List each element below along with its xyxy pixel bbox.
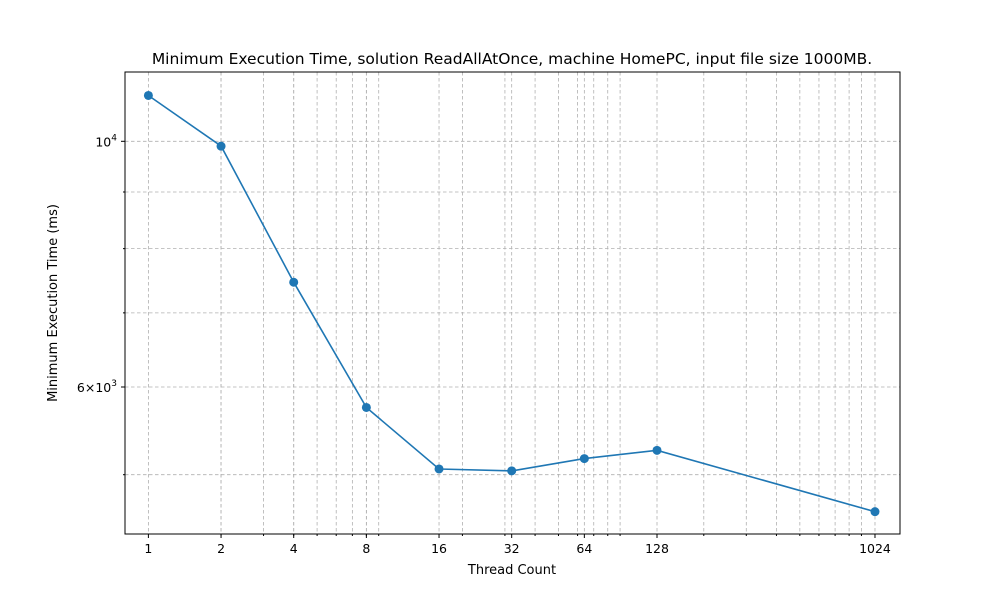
tick-layer: 1 2 4 8 16 32 64 128 1024 104 6×103 [77,133,891,556]
x-tick-label: 16 [431,541,447,556]
data-point [507,466,517,476]
plot-frame [124,71,901,535]
y-tick-label: 104 [95,133,117,149]
chart-title: Minimum Execution Time, solution ReadAll… [152,50,872,68]
x-tick-label: 32 [504,541,520,556]
data-point [143,90,153,100]
x-axis-label: Thread Count [467,563,556,578]
data-point [652,445,662,455]
x-tick-label: 128 [645,541,669,556]
y-tick-label: 6×103 [77,379,117,395]
data-point [579,454,589,464]
data-point [289,277,299,287]
x-tick-label: 8 [362,541,370,556]
data-point [870,507,880,517]
series-layer [143,90,880,517]
data-point [216,141,226,151]
y-axis-label: Minimum Execution Time (ms) [46,204,61,402]
grid-layer [125,72,900,534]
x-tick-label: 1 [144,541,152,556]
data-point [361,402,371,412]
x-tick-label: 2 [217,541,225,556]
x-tick-label: 4 [290,541,298,556]
x-tick-label: 64 [576,541,592,556]
data-point [434,464,444,474]
x-tick-label: 1024 [859,541,891,556]
